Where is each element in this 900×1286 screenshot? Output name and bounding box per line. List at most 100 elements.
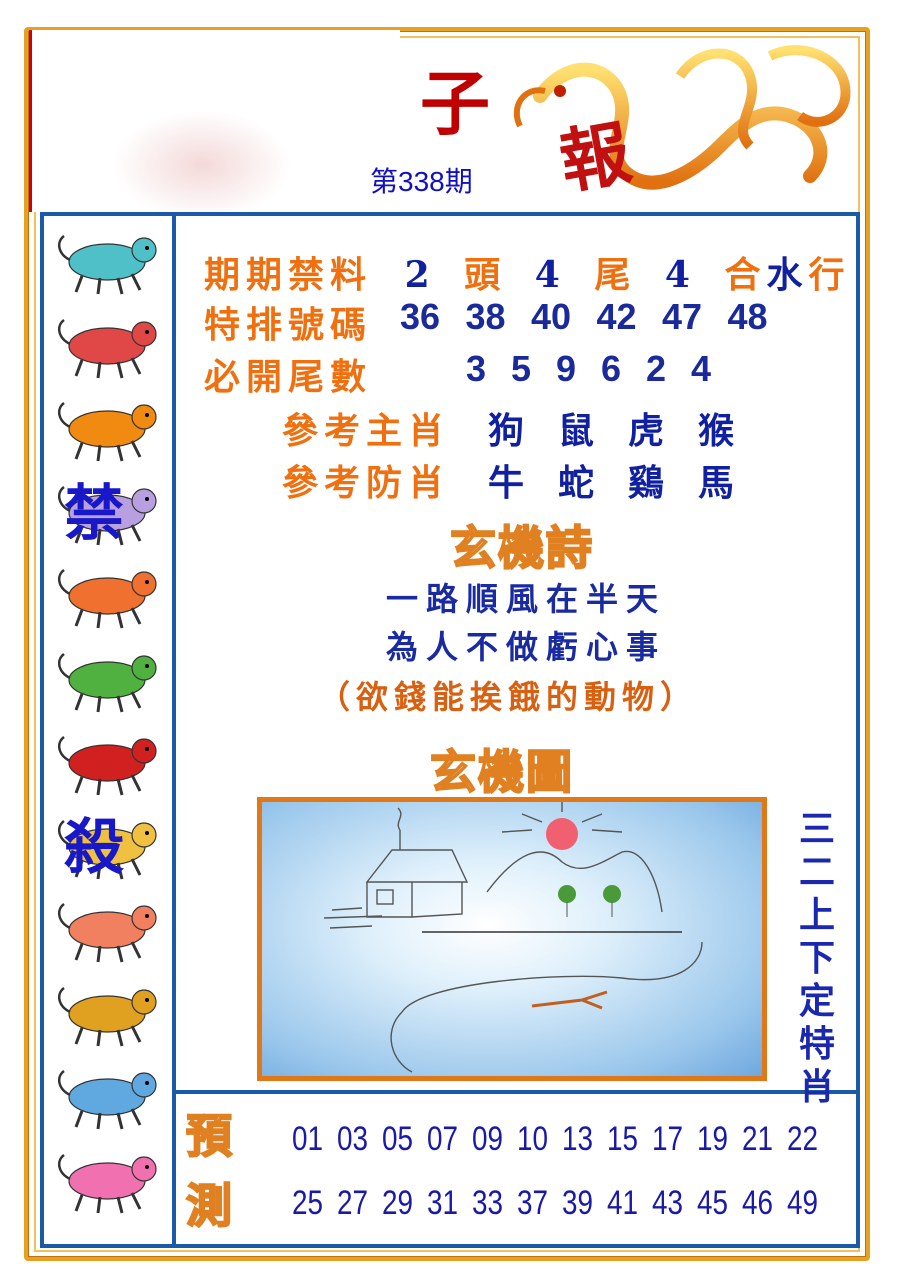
zodiac-char: 蛇 [558,462,601,504]
row1-w3: 合 [724,254,767,296]
poem-line-1: 一路順風在半天 [386,580,667,618]
predict-number: 17 [652,1120,684,1158]
vertical-char: 定 [798,980,835,1022]
horse-icon [52,719,162,799]
tail-number: 3 [466,348,487,389]
tail-number: 9 [556,348,577,389]
zodiac-char: 鷄 [628,462,671,504]
predict-number: 21 [742,1120,774,1158]
rabbit-icon [52,469,162,549]
predict-number: 09 [472,1120,504,1158]
predict-number: 43 [652,1184,684,1222]
predict-number: 15 [607,1120,639,1158]
special-number: 38 [465,296,506,337]
vertical-char: 二 [798,851,835,893]
outer-frame [24,27,870,1261]
dragon-logo-icon: 報 [513,45,851,204]
predict-number: 31 [427,1184,459,1222]
predict-number: 13 [562,1120,594,1158]
predict-number: 29 [382,1184,414,1222]
row1-w1: 頭 [464,254,507,296]
rooster-icon [52,970,162,1050]
row2-label: 特排號碼 [204,304,373,346]
predict-number: 25 [292,1184,324,1222]
row1-w4: 水 [766,254,809,296]
zodiac-char: 虎 [628,410,671,452]
row-forbidden: 期期禁料 2 頭 4 尾 4 合水行 [204,246,851,298]
special-number: 36 [400,296,441,337]
vertical-char: 三 [798,808,835,850]
predict-number: 27 [337,1184,369,1222]
predict-number: 45 [697,1184,729,1222]
special-number: 42 [596,296,637,337]
row4-label: 參考主肖 [282,410,451,452]
poem-line-2: 為人不做虧心事 [386,628,667,666]
row1-n1: 2 [404,254,436,296]
zodiac-char: 猴 [698,410,741,452]
predict-label-1: 預 [185,1108,233,1164]
tiger-icon [52,385,162,465]
poem-hint: （欲錢能挨餓的動物） [318,678,699,716]
vertical-char: 上 [798,894,835,936]
issue-number: 第338期 [370,166,473,197]
dragon-icon [52,552,162,632]
row1-w5: 行 [808,254,851,296]
predict-number: 39 [562,1184,594,1222]
predict-number: 22 [787,1120,819,1158]
tail-number: 5 [511,348,532,389]
predict-number: 49 [787,1184,819,1222]
monkey-icon [52,886,162,966]
row5-label: 參考防肖 [282,462,451,504]
predict-divider [172,1090,860,1094]
row1-n2: 4 [534,254,566,296]
special-number: 48 [727,296,768,337]
row-tail-numbers: 必開尾數 [204,348,372,400]
rat-icon [52,218,162,298]
row-special-numbers: 特排號碼 [204,296,372,348]
row3-label: 必開尾數 [204,356,373,398]
vertical-char: 肖 [798,1066,835,1108]
predict-number: 41 [607,1184,639,1222]
predict-number: 19 [697,1120,729,1158]
riddle-picture [257,797,767,1081]
predict-number: 33 [472,1184,504,1222]
sidebar-overlay-goat: 殺 [64,812,124,883]
sidebar-divider [172,212,176,1248]
vertical-char: 下 [798,937,835,979]
riddle-drawing [323,802,703,1073]
content-frame [40,212,860,1248]
predict-number: 46 [742,1184,774,1222]
predict-number: 07 [427,1120,459,1158]
pig-icon [52,1137,162,1217]
header-title-char: 子 [420,62,490,145]
row-main-zodiac: 參考主肖 [282,402,450,454]
zodiac-char: 馬 [698,462,741,504]
vertical-hint: 三二上下定特肖 [795,808,839,1109]
row1-n3: 4 [664,254,696,296]
tail-number: 6 [601,348,622,389]
row-guard-zodiac: 參考防肖 [282,454,450,506]
poem-title: 玄機詩 [449,520,594,576]
header-blank-area [29,30,400,220]
row1-label: 期期禁料 [204,254,373,296]
goat-icon [52,803,162,883]
predict-number: 10 [517,1120,549,1158]
predict-label-2: 測 [185,1178,233,1234]
ox-icon [52,302,162,382]
tail-number: 4 [691,348,712,389]
svg-text:報: 報 [553,110,636,204]
zodiac-char: 牛 [488,462,531,504]
special-number: 47 [662,296,703,337]
picture-title: 玄機圖 [429,744,574,800]
dog-icon [52,1053,162,1133]
predict-number: 05 [382,1120,414,1158]
row1-w2: 尾 [594,254,637,296]
predict-number: 01 [292,1120,324,1158]
zodiac-char: 鼠 [558,410,601,452]
zodiac-char: 狗 [488,410,531,452]
vertical-char: 特 [798,1023,835,1065]
snake-icon [52,636,162,716]
tail-number: 2 [646,348,667,389]
header-blurred-logo [112,110,292,220]
special-number: 40 [531,296,572,337]
